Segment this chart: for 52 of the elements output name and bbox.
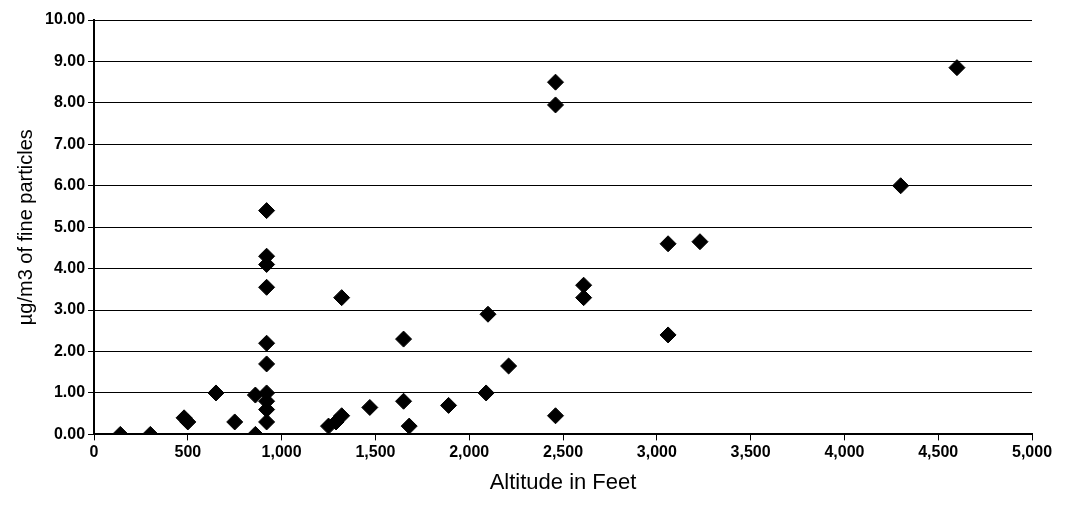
point bbox=[207, 384, 225, 402]
y-tick-label: 9.00 bbox=[53, 51, 86, 69]
y-tick-label: 7.00 bbox=[53, 134, 86, 152]
y-tick-label: 4.00 bbox=[53, 259, 86, 277]
point bbox=[691, 233, 709, 251]
point bbox=[479, 305, 497, 323]
point bbox=[659, 326, 677, 344]
y-tick-label: 10.00 bbox=[44, 10, 86, 28]
point bbox=[226, 413, 244, 431]
x-tick-label: 1,500 bbox=[355, 443, 396, 461]
y-tick-label: 8.00 bbox=[53, 93, 86, 111]
point bbox=[258, 355, 276, 373]
x-tick-label: 3,500 bbox=[730, 443, 771, 461]
x-tick-label: 1,000 bbox=[261, 443, 302, 461]
point bbox=[258, 278, 276, 296]
point bbox=[395, 330, 413, 348]
y-tick-label: 6.00 bbox=[53, 176, 86, 194]
point bbox=[892, 177, 910, 195]
point bbox=[547, 96, 565, 114]
point bbox=[500, 357, 518, 375]
y-tick-label: 0.00 bbox=[53, 424, 86, 442]
x-tick-label: 2,500 bbox=[543, 443, 584, 461]
point bbox=[258, 334, 276, 352]
y-tick-label: 2.00 bbox=[53, 341, 86, 359]
x-tick-label: 4,500 bbox=[918, 443, 959, 461]
x-tick-label: 3,000 bbox=[636, 443, 677, 461]
point bbox=[333, 289, 351, 307]
x-axis-title: Altitude in Feet bbox=[489, 468, 637, 494]
point bbox=[440, 396, 458, 414]
x-tick-label: 2,000 bbox=[449, 443, 490, 461]
y-tick-label: 3.00 bbox=[53, 300, 86, 318]
x-tick-label: 4,000 bbox=[824, 443, 865, 461]
point bbox=[547, 73, 565, 91]
point bbox=[258, 202, 276, 220]
point bbox=[948, 59, 966, 77]
point bbox=[477, 384, 495, 402]
point bbox=[575, 289, 593, 307]
point bbox=[400, 417, 418, 435]
y-axis-title: µg/m3 of fine particles bbox=[13, 129, 36, 326]
y-tick-label: 5.00 bbox=[53, 217, 86, 235]
point bbox=[361, 398, 379, 416]
x-tick-label: 5,000 bbox=[1011, 443, 1053, 461]
point bbox=[575, 276, 593, 294]
x-tick-label: 0 bbox=[89, 443, 99, 461]
point bbox=[258, 413, 276, 431]
point bbox=[547, 407, 565, 425]
y-tick-label: 1.00 bbox=[53, 383, 86, 401]
point bbox=[659, 235, 677, 253]
point bbox=[395, 392, 413, 410]
point bbox=[179, 413, 197, 431]
point bbox=[246, 386, 264, 404]
x-tick-label: 500 bbox=[174, 443, 202, 461]
